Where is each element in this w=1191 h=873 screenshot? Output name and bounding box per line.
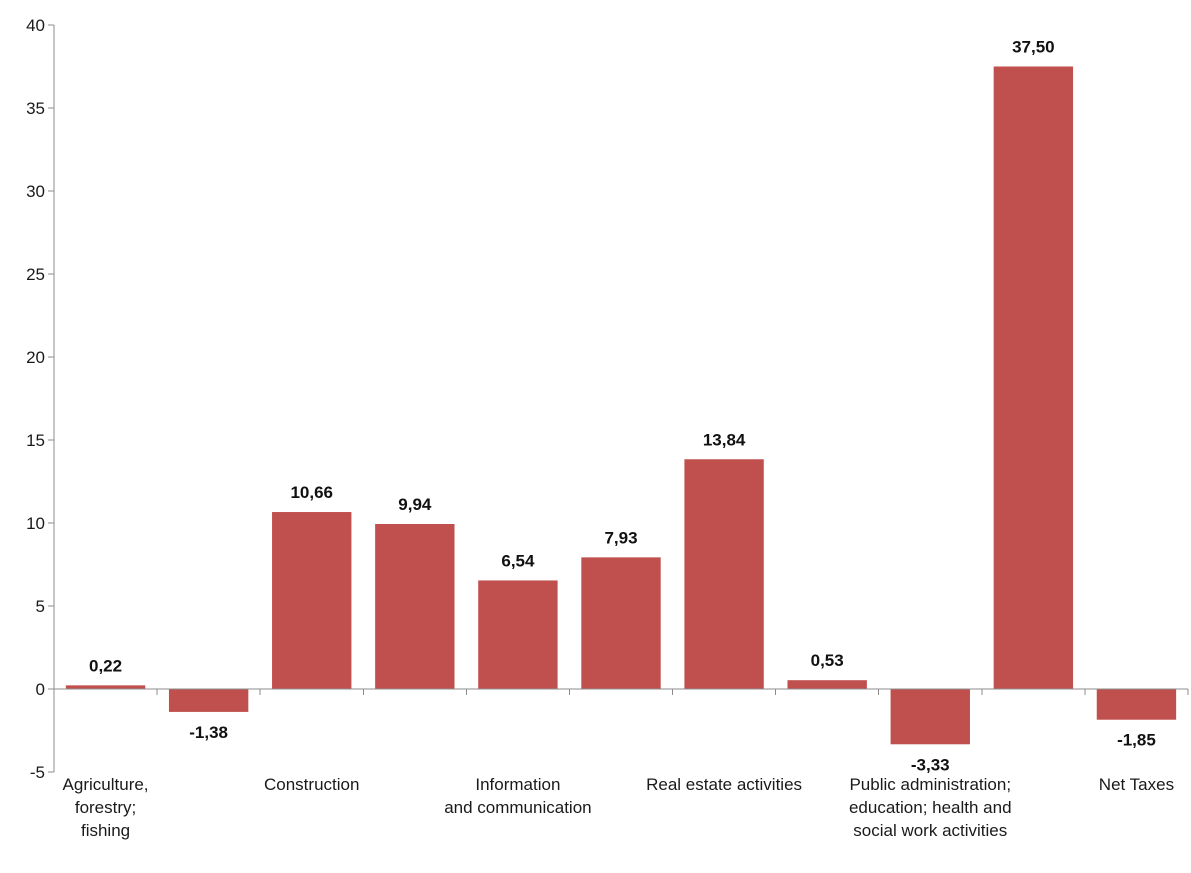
y-tick-label: 35 (26, 99, 45, 118)
data-label: 10,66 (290, 483, 333, 502)
x-tick-label: Real estate activities (646, 775, 802, 794)
y-axis: -5 0 5 10 15 20 25 30 35 40 (26, 16, 55, 782)
bars (65, 66, 1177, 745)
bar (993, 66, 1074, 689)
category-labels: Agriculture, forestry; fishing Construction… (63, 775, 1175, 840)
data-label: 13,84 (703, 430, 746, 449)
y-tick-label: 40 (26, 16, 45, 35)
bar (65, 685, 146, 689)
y-tick-label: -5 (30, 763, 45, 782)
x-tick-label: and communication (444, 798, 591, 817)
x-tick-label: Public administration; (849, 775, 1011, 794)
y-tick-label: 5 (36, 597, 45, 616)
bar (1096, 689, 1177, 720)
x-tick-label: fishing (81, 821, 130, 840)
data-label: 6,54 (501, 551, 535, 570)
data-label: 0,53 (811, 651, 844, 670)
data-label: 7,93 (604, 528, 637, 547)
y-tick-label: 30 (26, 182, 45, 201)
y-tick-label: 0 (36, 680, 45, 699)
x-tick-label: social work activities (853, 821, 1007, 840)
x-tick-label: Information (475, 775, 560, 794)
bar (581, 557, 661, 689)
x-tick-label: forestry; (75, 798, 136, 817)
bar (375, 524, 455, 689)
bar (684, 459, 764, 689)
x-tick-label: Net Taxes (1099, 775, 1174, 794)
bar (787, 680, 867, 689)
bar (890, 689, 970, 745)
data-label: -3,33 (911, 755, 950, 774)
y-tick-label: 10 (26, 514, 45, 533)
x-tick-label: Construction (264, 775, 359, 794)
bar (478, 580, 558, 689)
x-tick-label: education; health and (849, 798, 1012, 817)
x-tick-label: Agriculture, (63, 775, 149, 794)
data-label: 37,50 (1012, 38, 1055, 57)
data-label: 9,94 (398, 495, 432, 514)
data-label: -1,38 (189, 723, 228, 742)
y-tick-label: 15 (26, 431, 45, 450)
data-label: -1,85 (1117, 731, 1156, 750)
x-axis (53, 688, 1189, 695)
y-tick-label: 20 (26, 348, 45, 367)
y-tick-label: 25 (26, 265, 45, 284)
bar (272, 512, 352, 689)
bar (168, 689, 249, 712)
value-labels: 0,22 -1,38 10,66 9,94 6,54 7,93 13,84 0,53 -3,33… (89, 38, 1156, 775)
data-label: 0,22 (89, 656, 122, 675)
